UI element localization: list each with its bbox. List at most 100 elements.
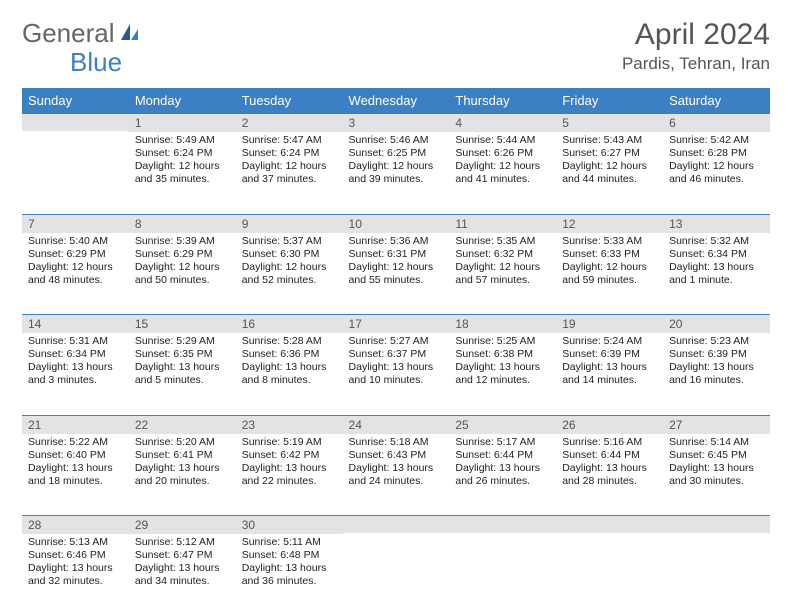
day-cell: Sunrise: 5:47 AMSunset: 6:24 PMDaylight:… xyxy=(236,132,343,214)
sunrise-line: Sunrise: 5:28 AM xyxy=(242,335,337,348)
day-number: 29 xyxy=(129,516,236,534)
day-body: Sunrise: 5:39 AMSunset: 6:29 PMDaylight:… xyxy=(129,233,236,294)
daylight-line: Daylight: 13 hours and 32 minutes. xyxy=(28,562,123,588)
day-body: Sunrise: 5:37 AMSunset: 6:30 PMDaylight:… xyxy=(236,233,343,294)
day-cell: Sunrise: 5:20 AMSunset: 6:41 PMDaylight:… xyxy=(129,434,236,516)
empty-day xyxy=(663,516,770,533)
daylight-line: Daylight: 13 hours and 30 minutes. xyxy=(669,462,764,488)
sunrise-line: Sunrise: 5:36 AM xyxy=(349,235,444,248)
sunrise-line: Sunrise: 5:24 AM xyxy=(562,335,657,348)
location: Pardis, Tehran, Iran xyxy=(622,54,770,74)
daylight-line: Daylight: 13 hours and 3 minutes. xyxy=(28,361,123,387)
sunrise-line: Sunrise: 5:31 AM xyxy=(28,335,123,348)
daylight-line: Daylight: 13 hours and 34 minutes. xyxy=(135,562,230,588)
calendar-table: SundayMondayTuesdayWednesdayThursdayFrid… xyxy=(22,88,770,616)
daylight-line: Daylight: 12 hours and 46 minutes. xyxy=(669,160,764,186)
sunrise-line: Sunrise: 5:23 AM xyxy=(669,335,764,348)
weekday-header: Sunday xyxy=(22,88,129,114)
day-cell: Sunrise: 5:18 AMSunset: 6:43 PMDaylight:… xyxy=(343,434,450,516)
day-number: 27 xyxy=(663,416,770,434)
day-cell: Sunrise: 5:12 AMSunset: 6:47 PMDaylight:… xyxy=(129,534,236,616)
sunrise-line: Sunrise: 5:18 AM xyxy=(349,436,444,449)
sunset-line: Sunset: 6:29 PM xyxy=(135,248,230,261)
empty-day xyxy=(22,114,129,131)
day-cell: Sunrise: 5:42 AMSunset: 6:28 PMDaylight:… xyxy=(663,132,770,214)
daylight-line: Daylight: 12 hours and 39 minutes. xyxy=(349,160,444,186)
sunrise-line: Sunrise: 5:11 AM xyxy=(242,536,337,549)
sunset-line: Sunset: 6:47 PM xyxy=(135,549,230,562)
header: GeneralBlue April 2024 Pardis, Tehran, I… xyxy=(22,18,770,78)
sunrise-line: Sunrise: 5:17 AM xyxy=(455,436,550,449)
sunrise-line: Sunrise: 5:47 AM xyxy=(242,134,337,147)
day-body: Sunrise: 5:33 AMSunset: 6:33 PMDaylight:… xyxy=(556,233,663,294)
day-cell: Sunrise: 5:28 AMSunset: 6:36 PMDaylight:… xyxy=(236,333,343,415)
day-body: Sunrise: 5:32 AMSunset: 6:34 PMDaylight:… xyxy=(663,233,770,294)
day-body: Sunrise: 5:44 AMSunset: 6:26 PMDaylight:… xyxy=(449,132,556,193)
sunset-line: Sunset: 6:45 PM xyxy=(669,449,764,462)
day-body: Sunrise: 5:18 AMSunset: 6:43 PMDaylight:… xyxy=(343,434,450,495)
daylight-line: Daylight: 13 hours and 14 minutes. xyxy=(562,361,657,387)
sunset-line: Sunset: 6:34 PM xyxy=(28,348,123,361)
sunrise-line: Sunrise: 5:32 AM xyxy=(669,235,764,248)
sunrise-line: Sunrise: 5:22 AM xyxy=(28,436,123,449)
daylight-line: Daylight: 12 hours and 37 minutes. xyxy=(242,160,337,186)
daylight-line: Daylight: 13 hours and 16 minutes. xyxy=(669,361,764,387)
logo-text-2: Blue xyxy=(70,47,122,78)
sunset-line: Sunset: 6:41 PM xyxy=(135,449,230,462)
day-number: 5 xyxy=(556,114,663,132)
sunset-line: Sunset: 6:36 PM xyxy=(242,348,337,361)
day-number: 6 xyxy=(663,114,770,132)
sunset-line: Sunset: 6:38 PM xyxy=(455,348,550,361)
sunrise-line: Sunrise: 5:35 AM xyxy=(455,235,550,248)
day-cell: Sunrise: 5:17 AMSunset: 6:44 PMDaylight:… xyxy=(449,434,556,516)
sunset-line: Sunset: 6:24 PM xyxy=(135,147,230,160)
daynum-row: 14151617181920 xyxy=(22,315,770,334)
day-cell xyxy=(556,534,663,616)
sunrise-line: Sunrise: 5:39 AM xyxy=(135,235,230,248)
daylight-line: Daylight: 13 hours and 28 minutes. xyxy=(562,462,657,488)
sunset-line: Sunset: 6:34 PM xyxy=(669,248,764,261)
day-cell: Sunrise: 5:13 AMSunset: 6:46 PMDaylight:… xyxy=(22,534,129,616)
daylight-line: Daylight: 12 hours and 52 minutes. xyxy=(242,261,337,287)
daylight-line: Daylight: 13 hours and 36 minutes. xyxy=(242,562,337,588)
daynum-row: 78910111213 xyxy=(22,214,770,233)
sunset-line: Sunset: 6:46 PM xyxy=(28,549,123,562)
sunset-line: Sunset: 6:26 PM xyxy=(455,147,550,160)
sunrise-line: Sunrise: 5:46 AM xyxy=(349,134,444,147)
day-body: Sunrise: 5:25 AMSunset: 6:38 PMDaylight:… xyxy=(449,333,556,394)
sunrise-line: Sunrise: 5:40 AM xyxy=(28,235,123,248)
day-cell: Sunrise: 5:22 AMSunset: 6:40 PMDaylight:… xyxy=(22,434,129,516)
day-body: Sunrise: 5:13 AMSunset: 6:46 PMDaylight:… xyxy=(22,534,129,595)
sunrise-line: Sunrise: 5:12 AM xyxy=(135,536,230,549)
daynum-row: 282930 xyxy=(22,516,770,535)
month-title: April 2024 xyxy=(622,18,770,52)
day-body: Sunrise: 5:23 AMSunset: 6:39 PMDaylight:… xyxy=(663,333,770,394)
day-body: Sunrise: 5:40 AMSunset: 6:29 PMDaylight:… xyxy=(22,233,129,294)
week-row: Sunrise: 5:40 AM Sunset: 6:29 PM Daylight:… xyxy=(22,233,770,315)
day-body: Sunrise: 5:20 AMSunset: 6:41 PMDaylight:… xyxy=(129,434,236,495)
daynum-row: 21222324252627 xyxy=(22,415,770,434)
day-number: 13 xyxy=(663,215,770,233)
day-number: 16 xyxy=(236,315,343,333)
day-cell xyxy=(343,534,450,616)
day-body: Sunrise: 5:36 AMSunset: 6:31 PMDaylight:… xyxy=(343,233,450,294)
day-cell: Sunrise: 5:33 AMSunset: 6:33 PMDaylight:… xyxy=(556,233,663,315)
daylight-line: Daylight: 13 hours and 10 minutes. xyxy=(349,361,444,387)
day-number: 8 xyxy=(129,215,236,233)
day-body: Sunrise: 5:35 AMSunset: 6:32 PMDaylight:… xyxy=(449,233,556,294)
daylight-line: Daylight: 12 hours and 55 minutes. xyxy=(349,261,444,287)
daylight-line: Daylight: 13 hours and 12 minutes. xyxy=(455,361,550,387)
day-body: Sunrise: 5:27 AMSunset: 6:37 PMDaylight:… xyxy=(343,333,450,394)
day-number: 19 xyxy=(556,315,663,333)
week-row: Sunrise: 5:22 AMSunset: 6:40 PMDaylight:… xyxy=(22,434,770,516)
day-body: Sunrise: 5:42 AMSunset: 6:28 PMDaylight:… xyxy=(663,132,770,193)
week-row: Sunrise: 5:31 AMSunset: 6:34 PMDaylight:… xyxy=(22,333,770,415)
day-body: Sunrise: 5:24 AMSunset: 6:39 PMDaylight:… xyxy=(556,333,663,394)
logo: GeneralBlue xyxy=(22,18,162,78)
sunset-line: Sunset: 6:33 PM xyxy=(562,248,657,261)
day-number: 9 xyxy=(236,215,343,233)
day-number: 7 xyxy=(22,215,129,233)
daylight-line: Daylight: 13 hours and 5 minutes. xyxy=(135,361,230,387)
daynum-row: 123456 xyxy=(22,114,770,133)
day-number: 14 xyxy=(22,315,129,333)
